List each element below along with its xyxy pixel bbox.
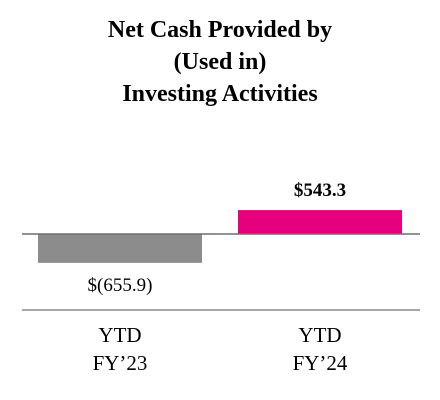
chart-title: Net Cash Provided by (Used in) Investing…: [0, 14, 440, 110]
chart-title-line-3: Investing Activities: [122, 81, 318, 107]
value-label-1: $(655.9): [88, 275, 153, 296]
bar-2: [238, 210, 402, 234]
bar-1: [38, 234, 202, 263]
category-label-2-line-2: FY’24: [293, 351, 348, 375]
chart-title-line-1: Net Cash Provided by: [107, 17, 333, 43]
category-label-2-line-1: YTD: [298, 323, 341, 347]
value-label-2: $543.3: [294, 180, 346, 201]
category-label-1-line-1: YTD: [98, 323, 141, 347]
category-label-1-line-2: FY’23: [93, 351, 148, 375]
chart-title-line-2: (Used in): [173, 49, 267, 75]
